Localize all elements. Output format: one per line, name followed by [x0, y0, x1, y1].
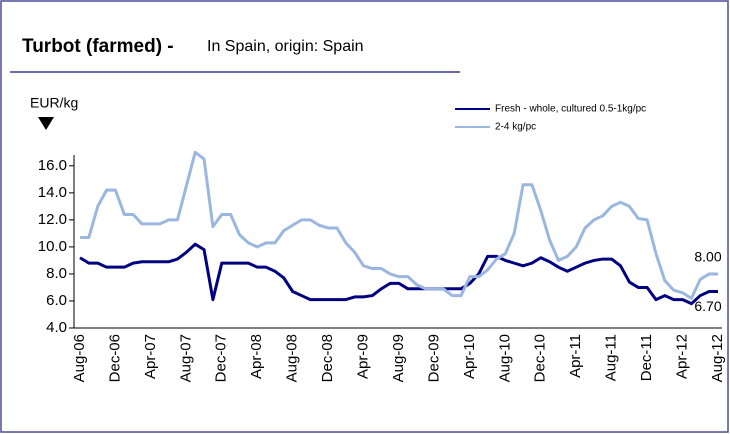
x-tick-label: Apr-08	[248, 334, 265, 379]
chart-subtitle: In Spain, origin: Spain	[207, 38, 364, 55]
x-tick-label: Dec-11	[638, 334, 655, 381]
y-tick-label: 6.0	[46, 292, 67, 309]
series-line	[80, 150, 718, 300]
x-tick-label: Apr-12	[674, 334, 691, 379]
y-axis-label: EUR/kg	[30, 95, 78, 111]
x-tick-label: Apr-11	[567, 334, 584, 378]
data-label: 6.70	[694, 298, 721, 314]
data-label: 8.00	[694, 249, 721, 265]
legend-label: Fresh - whole, cultured 0.5-1kg/pc	[495, 104, 646, 115]
y-tick-label: 12.0	[38, 211, 67, 228]
x-tick-label: Aug-07	[177, 334, 194, 382]
x-tick-label: Dec-10	[532, 334, 549, 382]
x-tick-label: Aug-12	[709, 334, 726, 382]
x-tick-label: Apr-10	[461, 334, 478, 379]
x-tick-label: Apr-09	[355, 334, 372, 379]
x-tick-label: Dec-09	[425, 334, 442, 382]
x-tick-label: Dec-06	[106, 334, 123, 382]
x-tick-label: Apr-07	[142, 334, 159, 379]
series-line	[79, 242, 718, 306]
y-tick-label: 8.0	[46, 265, 67, 282]
x-tick-label: Dec-08	[319, 334, 336, 382]
y-tick-label: 14.0	[38, 184, 67, 201]
axis-arrow	[38, 117, 54, 130]
x-tick-label: Dec-07	[213, 334, 230, 382]
x-tick-label: Aug-10	[496, 334, 513, 382]
y-tick-label: 4.0	[46, 319, 67, 336]
legend-label: 2-4 kg/pc	[495, 122, 536, 133]
y-tick-label: 16.0	[38, 157, 67, 174]
x-tick-label: Aug-11	[603, 334, 620, 381]
chart-title: Turbot (farmed) -	[22, 36, 174, 57]
x-tick-label: Aug-09	[390, 334, 407, 382]
y-tick-label: 10.0	[38, 238, 67, 255]
x-tick-label: Aug-06	[71, 334, 88, 382]
x-tick-label: Aug-08	[284, 334, 301, 382]
